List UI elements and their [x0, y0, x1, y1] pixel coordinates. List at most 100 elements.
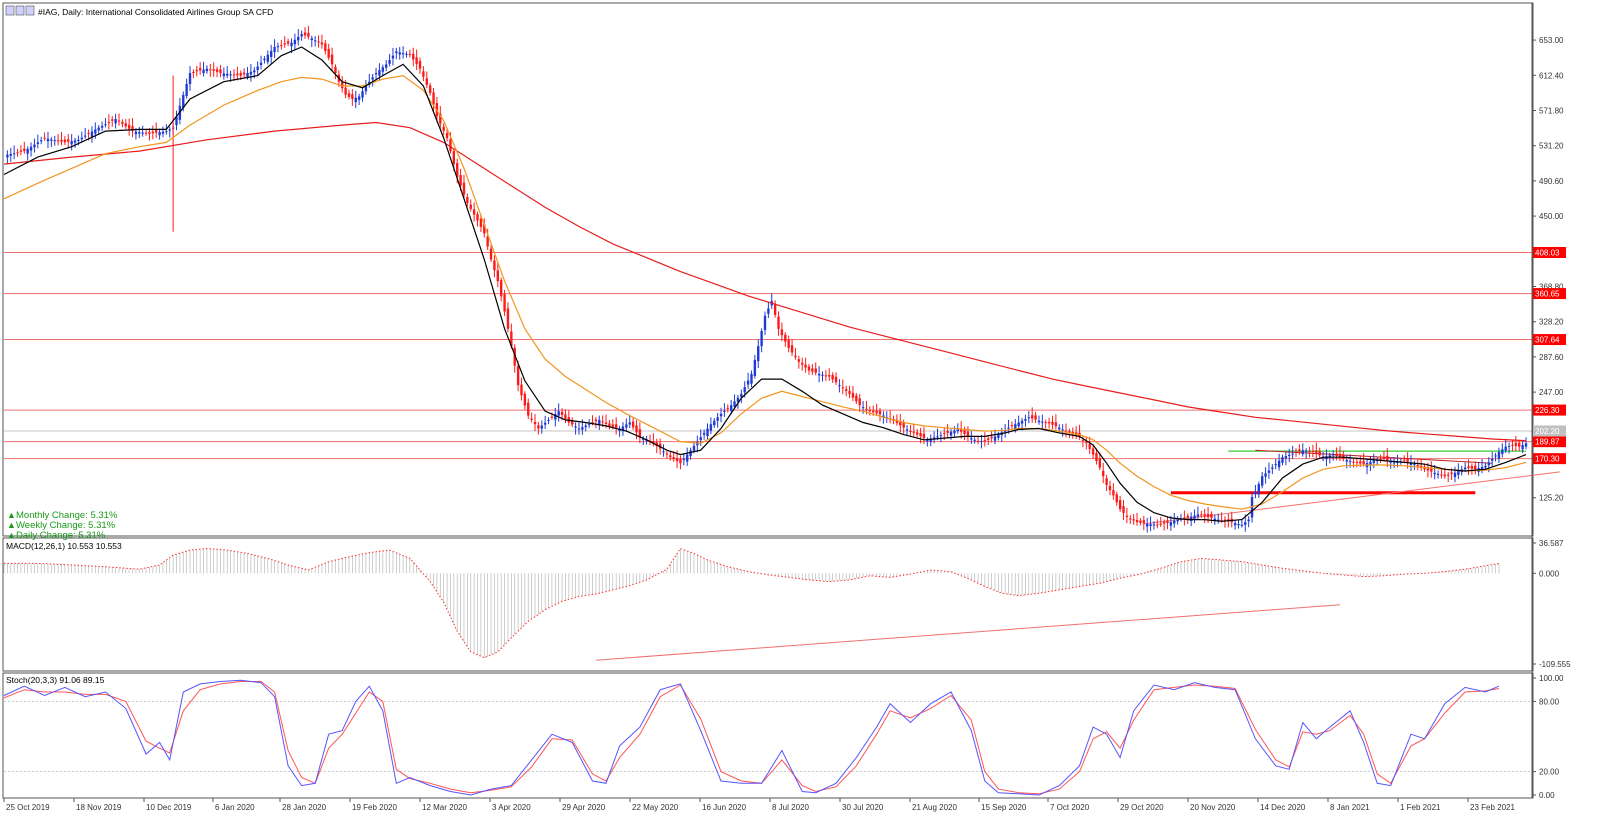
- price-tick-label: 125.20: [1539, 494, 1564, 503]
- x-tick-label: 3 Apr 2020: [492, 803, 531, 812]
- candle-body: [1102, 470, 1105, 477]
- candle-body: [462, 182, 466, 195]
- candle-body: [12, 153, 16, 155]
- candle-body: [1338, 453, 1342, 458]
- candle-body: [838, 385, 841, 387]
- sma-long-line[interactable]: [3, 121, 1527, 442]
- candle-body: [148, 132, 151, 134]
- macd-pane[interactable]: [2, 537, 1534, 672]
- candle-body: [625, 424, 628, 428]
- chart-type-icon-3[interactable]: [25, 5, 35, 16]
- stoch-main-line[interactable]: [3, 679, 1500, 796]
- candle-body: [1480, 466, 1484, 470]
- chart-type-icon[interactable]: [5, 5, 15, 16]
- price-tick-label: 450.00: [1539, 212, 1564, 221]
- macd-trendline[interactable]: [595, 604, 1341, 661]
- candle-body: [381, 67, 385, 72]
- stoch-pane[interactable]: [2, 672, 1534, 799]
- candle-body: [814, 368, 817, 373]
- macd-signal-line[interactable]: [4, 547, 1499, 659]
- candle-body: [286, 41, 290, 44]
- candle-body: [831, 374, 834, 380]
- candle-body: [516, 366, 520, 386]
- candle-body: [679, 459, 682, 464]
- x-tick-label: 25 Oct 2019: [6, 803, 50, 812]
- candle-body: [1085, 441, 1088, 444]
- candle-body: [395, 51, 398, 54]
- candle-body: [990, 436, 993, 439]
- candle-body: [378, 70, 381, 76]
- candle-body: [1149, 524, 1152, 527]
- stoch-tick-label: 80.00: [1539, 697, 1560, 706]
- chart-type-icon-2[interactable]: [15, 5, 25, 16]
- candle-body: [418, 60, 422, 69]
- stoch-signal-line[interactable]: [3, 681, 1499, 795]
- candle-body: [817, 373, 821, 376]
- candle-body: [1220, 520, 1223, 522]
- candle-body: [168, 129, 171, 131]
- candle-body: [1288, 454, 1291, 457]
- candle-body: [1470, 466, 1474, 469]
- candle-body: [865, 408, 868, 410]
- x-tick-label: 1 Feb 2021: [1400, 803, 1441, 812]
- candle-body: [736, 397, 740, 402]
- candle-body: [790, 345, 794, 353]
- candle-body: [269, 50, 273, 57]
- x-tick-label: 10 Dec 2019: [146, 803, 192, 812]
- level-label: 170.30: [1535, 455, 1560, 464]
- candle-body: [415, 57, 418, 65]
- candle-body: [1382, 457, 1386, 459]
- candle-body: [33, 144, 36, 148]
- candle-body: [114, 118, 117, 124]
- candle-body: [1484, 465, 1487, 468]
- candle-body: [1426, 467, 1430, 471]
- candle-body: [638, 429, 642, 438]
- candle-body: [1430, 467, 1433, 472]
- price-tick-label: 531.20: [1539, 142, 1564, 151]
- candle-body: [70, 141, 73, 145]
- candle-body: [1494, 455, 1497, 457]
- price-pane[interactable]: [2, 2, 1534, 537]
- candle-body: [959, 428, 963, 432]
- candle-body: [1328, 455, 1332, 458]
- candle-body: [384, 64, 388, 68]
- candle-body: [973, 439, 976, 441]
- candle-body: [97, 127, 100, 131]
- candle-body: [689, 450, 692, 457]
- sma-short-line[interactable]: [3, 46, 1527, 522]
- candle-body: [36, 142, 40, 145]
- candle-body: [432, 92, 435, 105]
- candle-body: [192, 71, 195, 73]
- candle-body: [1145, 523, 1149, 527]
- change-info: ▲ Monthly Change: 5.31% ▲ Weekly Change:…: [7, 510, 118, 541]
- candle-body: [611, 424, 614, 427]
- candle-body: [1284, 456, 1288, 459]
- candle-body: [320, 42, 324, 45]
- x-tick-label: 22 May 2020: [632, 803, 679, 812]
- candle-body: [1450, 472, 1453, 474]
- rising-trendline[interactable]: [1143, 471, 1560, 525]
- candle-body: [46, 138, 50, 142]
- candle-body: [746, 380, 750, 385]
- candle-body: [868, 409, 872, 412]
- candle-body: [232, 74, 236, 76]
- x-tick-label: 29 Apr 2020: [562, 803, 606, 812]
- candle-body: [16, 152, 19, 154]
- candle-body: [807, 366, 811, 371]
- candle-body: [1091, 448, 1095, 455]
- sma-mid-line[interactable]: [3, 74, 1527, 510]
- candle-body: [723, 410, 726, 412]
- candle-body: [665, 453, 669, 455]
- candle-body: [364, 86, 368, 92]
- candle-body: [1237, 523, 1240, 526]
- candle-body: [1010, 425, 1014, 427]
- weekly-change: Weekly Change: 5.31%: [16, 520, 116, 531]
- price-tick-label: 653.00: [1539, 36, 1564, 45]
- candle-body: [1189, 516, 1193, 521]
- candle-body: [997, 434, 1000, 438]
- candle-body: [1372, 460, 1375, 463]
- candle-body: [388, 60, 391, 64]
- candle-body: [1413, 464, 1416, 466]
- candle-body: [63, 139, 67, 143]
